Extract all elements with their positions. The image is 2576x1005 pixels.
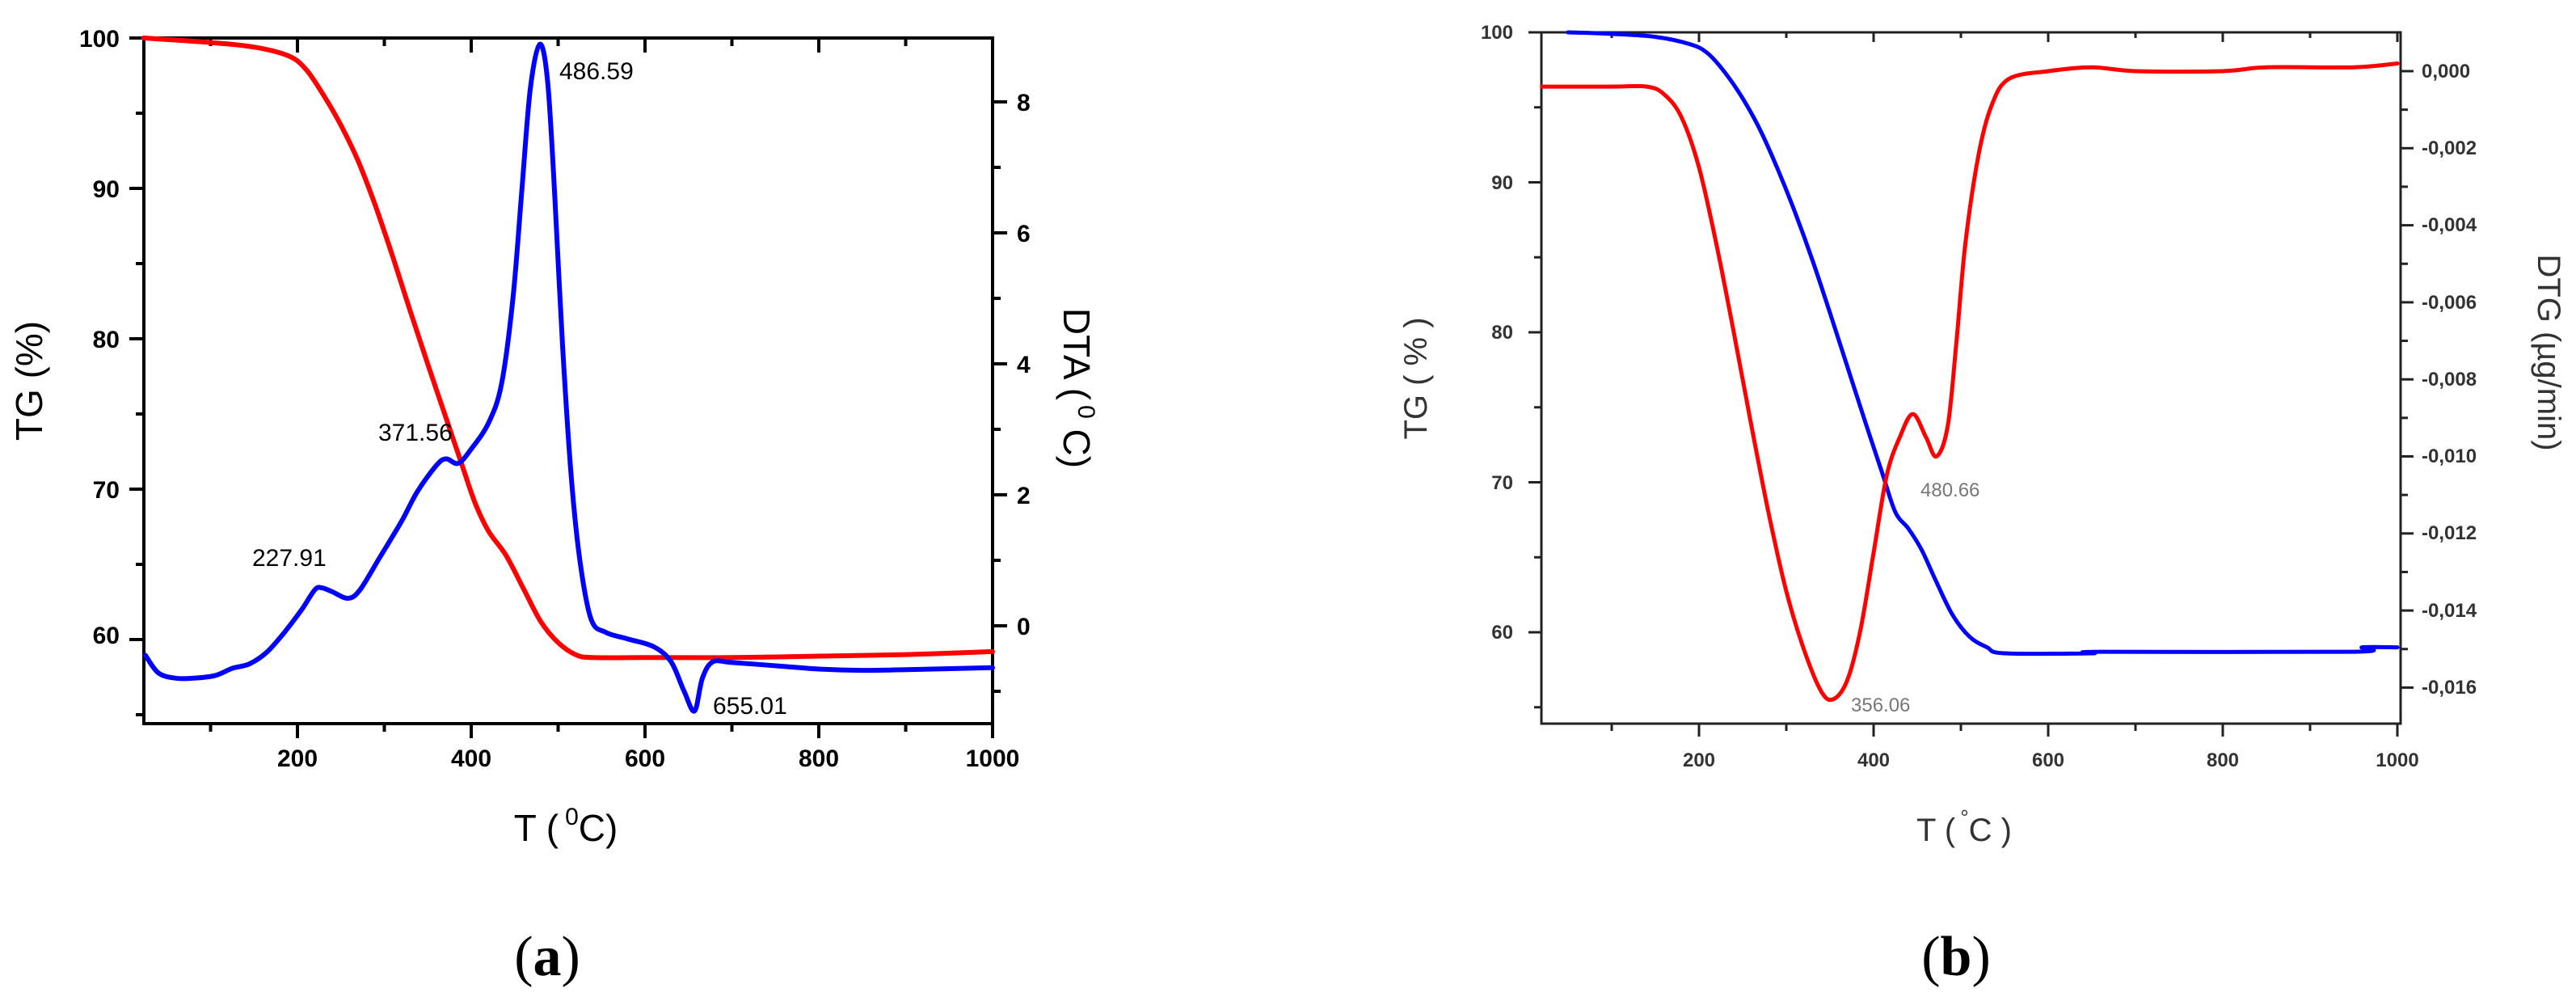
panel-b-y2-axis-title: DTG (µg/min) [2531, 254, 2566, 450]
panel-a-y-axis-title: TG (%) [8, 321, 50, 441]
peak-annotation: 655.01 [713, 693, 787, 720]
panel-b-y-tick-labels: 100 90 80 70 60 [1481, 22, 1513, 644]
panel-b-x-tick-labels: 200 400 600 800 1000 [1683, 750, 2419, 771]
x-title-main: T ( [1916, 813, 1956, 848]
panel-b-label: (b) [1921, 926, 1991, 988]
x-title-end: C) [579, 807, 618, 849]
peak-annotation: 371.56 [378, 420, 453, 446]
y2-tick-label: 4 [1017, 352, 1031, 378]
panel-b-x-axis-title: T (°C ) [1916, 805, 2012, 848]
y-tick-label: 100 [79, 26, 120, 53]
panel-b-annotations: 356.06 480.66 [1851, 479, 1979, 716]
y-tick-label: 60 [93, 623, 120, 649]
panel-b-label-letter: b [1941, 926, 1972, 988]
panel-a-label-close: ) [562, 926, 580, 988]
x-tick-label: 600 [625, 745, 665, 772]
y2-tick-label: 0,000 [2422, 61, 2470, 82]
panel-a-x-axis-title: T (0C) [514, 804, 618, 849]
y-tick-label: 80 [1491, 322, 1513, 344]
x-title-sup: 0 [565, 804, 579, 830]
y2-tick-label: -0,012 [2422, 522, 2477, 544]
peak-annotation: 356.06 [1851, 695, 1910, 716]
panel-a-y-tick-labels: 100 90 80 70 60 [79, 26, 120, 649]
dta-curve [142, 41, 995, 714]
x-title-sup: ° [1960, 805, 1968, 830]
y2-tick-label: -0,006 [2422, 292, 2477, 314]
x-tick-label: 1000 [2376, 750, 2418, 771]
panel-a-annotations: 227.91 371.56 486.59 655.01 [252, 58, 787, 720]
panel-b-label-open: ( [1921, 926, 1940, 988]
panel-b-y2-tick-labels: 0,000 -0,002 -0,004 -0,006 -0,008 -0,010… [2422, 61, 2477, 699]
y-tick-label: 70 [1491, 472, 1513, 494]
dtg-curve [1540, 61, 2400, 703]
tg-curve [141, 36, 995, 661]
y-tick-label: 90 [1491, 172, 1513, 194]
peak-annotation: 227.91 [252, 545, 327, 572]
panel-a-label-open: ( [514, 926, 533, 988]
y2-tick-label: -0,004 [2422, 214, 2477, 236]
panel-b-axes [1540, 31, 2402, 725]
panel-a-curves [141, 36, 995, 714]
y2-title-main: DTA ( [1056, 308, 1098, 401]
x-tick-label: 1000 [966, 745, 1020, 772]
x-tick-label: 800 [799, 745, 839, 772]
x-tick-label: 200 [277, 745, 318, 772]
y-tick-label: 80 [93, 327, 120, 353]
y2-title-sup: 0 [1073, 405, 1099, 419]
x-tick-label: 600 [2032, 750, 2064, 771]
y2-tick-label: 2 [1017, 483, 1031, 509]
panel-a-plot-frame [142, 36, 994, 725]
y-tick-label: 100 [1481, 22, 1513, 44]
panel-a-ticks [129, 36, 1007, 738]
panel-b-plot-frame [1540, 31, 2402, 725]
panel-b-y-axis-title: TG ( % ) [1398, 317, 1434, 439]
x-tick-label: 400 [1857, 750, 1890, 771]
x-tick-label: 200 [1683, 750, 1715, 771]
y2-tick-label: -0,002 [2422, 137, 2477, 159]
y2-tick-label: -0,010 [2422, 445, 2477, 467]
x-tick-label: 400 [451, 745, 491, 772]
x-title-main: T ( [514, 807, 559, 849]
y2-title-end: C) [1056, 419, 1098, 468]
panel-a-label-letter: a [533, 926, 562, 988]
panel-a-y2-tick-labels: 0 2 4 6 8 [1017, 90, 1031, 640]
peak-annotation: 480.66 [1920, 479, 1979, 501]
tg-curve [1566, 30, 2400, 657]
panel-a: 100 90 80 70 60 0 2 4 6 8 200 400 600 80… [8, 26, 1099, 988]
y-tick-label: 70 [93, 477, 120, 504]
panel-b-ticks [1528, 31, 2414, 737]
panel-b-curves [1540, 30, 2400, 703]
panel-a-x-tick-labels: 200 400 600 800 1000 [277, 745, 1019, 772]
y-tick-label: 60 [1491, 622, 1513, 644]
peak-annotation: 486.59 [559, 58, 634, 85]
panel-b: 100 90 80 70 60 0,000 -0,002 -0,004 -0,0… [1398, 22, 2566, 988]
panel-a-axes [142, 36, 994, 725]
y2-tick-label: 0 [1017, 614, 1031, 640]
panel-b-label-close: ) [1971, 926, 1990, 988]
panel-a-y2-axis-title: DTA ( 0 C) [1056, 308, 1099, 468]
y-tick-label: 90 [93, 176, 120, 203]
x-tick-label: 800 [2207, 750, 2239, 771]
y2-tick-label: -0,008 [2422, 369, 2477, 391]
panel-a-label: (a) [514, 926, 580, 988]
y2-tick-label: 6 [1017, 221, 1031, 247]
x-title-end: C ) [1969, 813, 2012, 848]
y2-tick-label: -0,014 [2422, 600, 2477, 622]
y2-tick-label: -0,016 [2422, 677, 2477, 699]
y2-tick-label: 8 [1017, 90, 1031, 116]
